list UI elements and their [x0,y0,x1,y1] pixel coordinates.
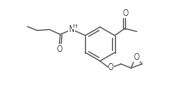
Text: O: O [56,44,62,54]
Text: H: H [72,23,77,28]
Text: N: N [68,25,74,34]
Text: O: O [134,53,139,62]
Text: O: O [108,64,114,73]
Text: O: O [122,8,128,17]
